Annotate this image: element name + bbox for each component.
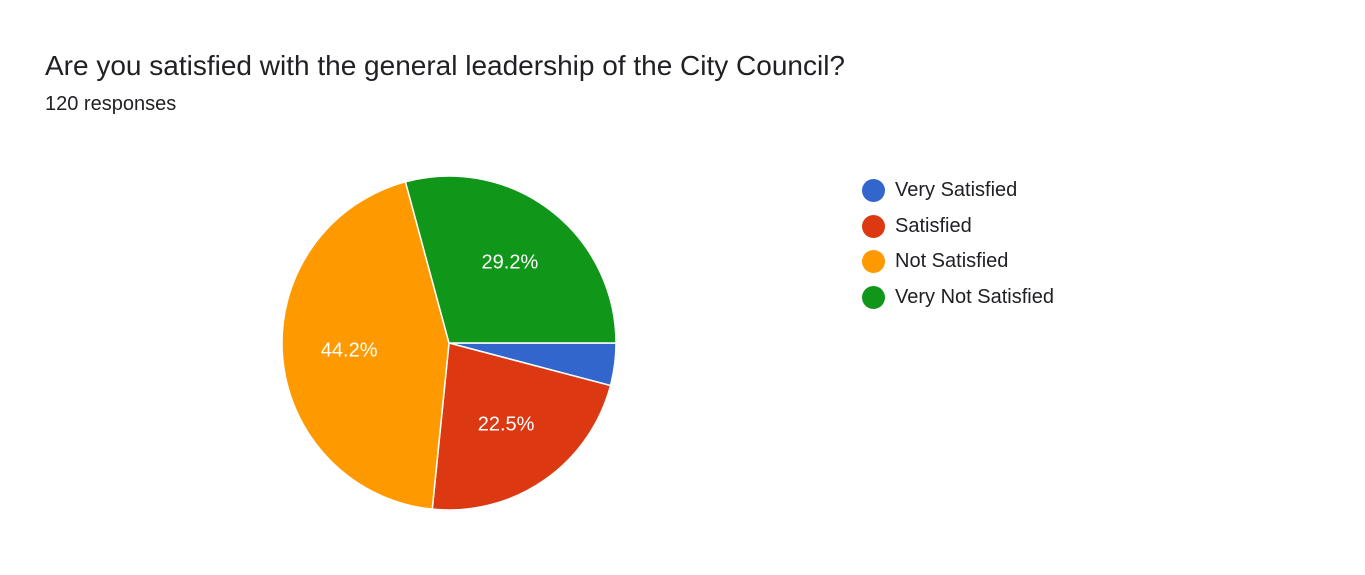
pie-label-satisfied: 22.5% (478, 414, 535, 436)
legend-item-very-not-satisfied[interactable]: Very Not Satisfied (862, 280, 1054, 316)
legend-swatch (862, 285, 885, 309)
legend-label: Very Satisfied (895, 179, 1018, 202)
legend-swatch (862, 214, 885, 238)
pie-slice-satisfied[interactable] (431, 342, 612, 511)
legend-swatch (862, 250, 885, 274)
legend-item-very-satisfied[interactable]: Very Satisfied (862, 173, 1054, 209)
pie-slice-not-satisfied[interactable] (281, 180, 450, 510)
legend-item-satisfied[interactable]: Satisfied (862, 209, 1054, 245)
legend-label: Very Not Satisfied (895, 285, 1054, 308)
legend-label: Not Satisfied (895, 250, 1009, 273)
legend-label: Satisfied (895, 214, 972, 237)
legend-item-not-satisfied[interactable]: Not Satisfied (862, 244, 1054, 280)
legend-swatch (862, 179, 885, 203)
legend: Very Satisfied Satisfied Not Satisfied V… (862, 173, 1054, 315)
response-count: 120 responses (45, 93, 177, 115)
pie-label-not-satisfied: 44.2% (321, 339, 378, 361)
question-title: Are you satisfied with the general leade… (45, 50, 845, 81)
pie-slice-very-not-satisfied[interactable] (404, 175, 617, 344)
pie-label-very-not-satisfied: 29.2% (482, 252, 539, 274)
